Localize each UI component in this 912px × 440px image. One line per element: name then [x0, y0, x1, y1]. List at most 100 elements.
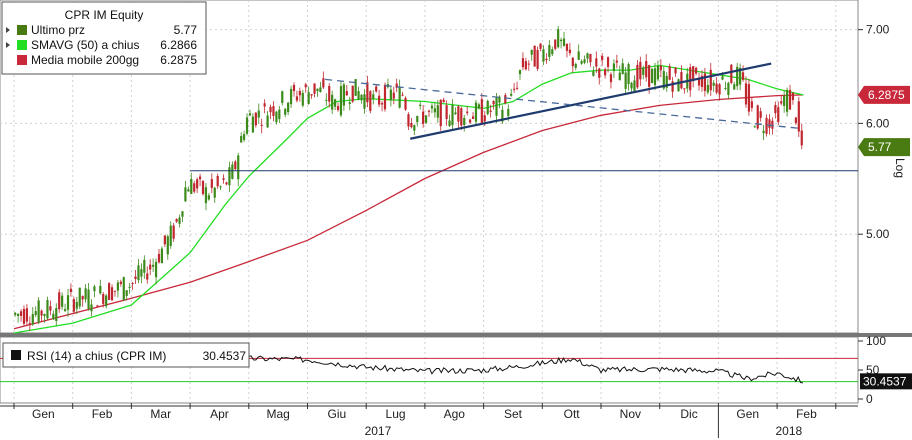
candle-body [513, 88, 516, 90]
price-tags: 6.2875 5.77 [858, 85, 910, 157]
candle-body [568, 49, 571, 54]
candle-body [554, 39, 557, 49]
candle-body [633, 80, 636, 92]
candle-body [486, 100, 489, 115]
candle-body [357, 91, 360, 100]
candle-body [609, 74, 613, 83]
candle-body [783, 95, 786, 106]
candle-body [325, 99, 328, 101]
candle-body [102, 294, 105, 304]
candle-body [248, 113, 252, 116]
candle-body [14, 312, 17, 315]
candle-body [454, 112, 457, 115]
candle-body [201, 180, 205, 195]
candle-body [683, 88, 686, 90]
candle-body [84, 288, 87, 300]
candle-body [536, 49, 539, 69]
price-tag-box [858, 138, 910, 157]
candle-body [75, 301, 78, 309]
candle-body [389, 89, 392, 101]
candle-body [354, 79, 357, 96]
candle-body [128, 286, 131, 288]
candle-body [721, 76, 724, 80]
candle-body [639, 61, 642, 80]
candle-body [571, 57, 574, 67]
candle-body [780, 101, 783, 104]
candle-body [445, 105, 448, 120]
candle-body [504, 95, 507, 104]
sma50-series [13, 64, 804, 334]
candle-body [436, 105, 439, 118]
candle-body [49, 306, 52, 311]
month-label: Gen [736, 407, 759, 421]
candle-body [645, 61, 648, 78]
rsi-legend: RSI (14) a chius (CPR IM) 30.4537 [2, 342, 250, 368]
price-tag-box [858, 85, 910, 104]
candle-body [794, 117, 797, 123]
candle-body [700, 75, 704, 87]
candle-body [55, 308, 58, 321]
candle-body [480, 99, 483, 124]
candle-body [741, 72, 745, 80]
candle-body [598, 68, 601, 78]
candle-body [172, 225, 175, 239]
candle-body [542, 49, 545, 62]
candle-body [342, 84, 345, 106]
rsi-legend-value: 30.4537 [203, 349, 247, 363]
chevron-right-icon [6, 27, 10, 33]
candle-body [618, 72, 621, 81]
candle-body [143, 259, 146, 273]
month-label: Nov [620, 407, 641, 421]
month-label: Set [504, 407, 523, 421]
candle-body [448, 120, 451, 127]
candle-body [190, 178, 193, 194]
month-label: Feb [92, 407, 113, 421]
candle-body [744, 83, 748, 105]
chevron-right-icon [6, 42, 10, 48]
candle-body [366, 82, 369, 103]
ma200-line [13, 94, 804, 330]
candle-body [25, 308, 29, 322]
candle-body [72, 299, 75, 312]
candle-body [113, 290, 117, 292]
candle-body [777, 107, 780, 123]
candle-body [771, 120, 774, 129]
trendlines [190, 62, 858, 172]
candle-body [146, 273, 149, 280]
candle-body [559, 39, 563, 42]
candle-body [612, 63, 616, 72]
candle-body [304, 84, 307, 88]
candle-body [463, 117, 466, 125]
candle-body [301, 92, 304, 106]
candle-body [275, 111, 278, 123]
candle-body [656, 65, 660, 80]
candle-body [413, 125, 416, 131]
year-label: 2017 [365, 424, 392, 438]
legend-label-sma50: SMAVG (50) a chius [31, 38, 139, 52]
rsi-value-tag-box [860, 373, 912, 390]
candle-body [565, 43, 569, 51]
candle-body [601, 55, 604, 61]
candle-body [653, 68, 657, 86]
candle-body [703, 73, 706, 91]
candle-body [292, 84, 296, 92]
candle-body [154, 261, 158, 278]
candle-body [46, 300, 49, 319]
candle-body [392, 92, 395, 99]
candle-body [621, 63, 624, 75]
candle-body [797, 101, 800, 132]
candle-body [166, 236, 169, 255]
candle-body [477, 104, 481, 109]
candle-body [495, 97, 498, 116]
rsi-tick-label: 100 [866, 334, 886, 348]
candle-body [348, 102, 351, 104]
candle-body [175, 219, 178, 222]
candle-body [222, 178, 225, 180]
candle-body [615, 60, 618, 63]
candle-body [178, 217, 181, 224]
candle-body [785, 90, 789, 112]
candle-body [90, 304, 93, 312]
candle-body [378, 95, 381, 105]
candle-body [756, 105, 759, 129]
